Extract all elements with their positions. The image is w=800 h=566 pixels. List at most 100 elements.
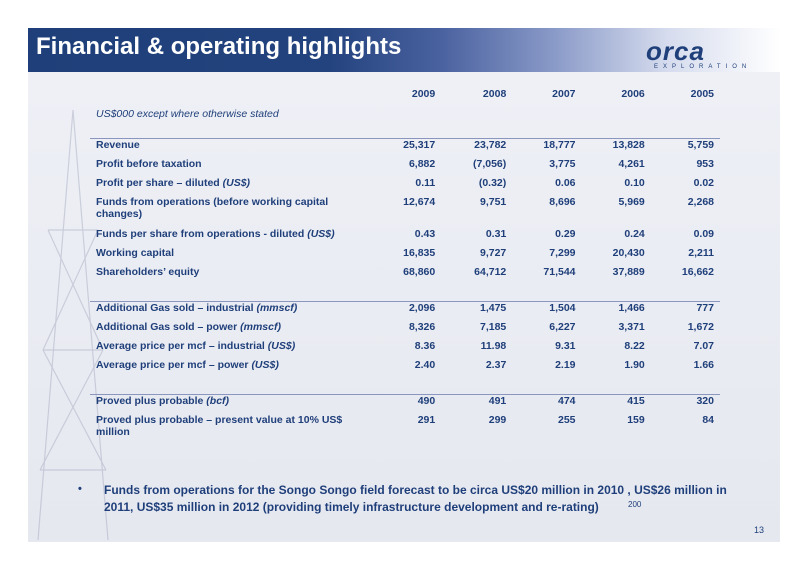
cell-value: 25,317 (372, 138, 442, 158)
cell-value: 777 (650, 301, 720, 321)
cell-value: 8,696 (549, 196, 576, 208)
row-label-text: Additional Gas sold – industrial (96, 302, 257, 314)
cell-value: 0.09 (693, 228, 714, 240)
cell-value: 291 (417, 414, 436, 426)
table-row: Shareholders’ equity 68,860 64,712 71,544 37… (90, 266, 720, 285)
year-header: 2007 (552, 88, 576, 100)
row-unit-note: (US$) (307, 228, 335, 240)
cell-value: 16,662 (681, 266, 714, 278)
table-row: Additional Gas sold – industrial (mmscf)… (90, 301, 720, 321)
cell-value: 3,775 (549, 158, 576, 170)
table-row: Proved plus probable (bcf) 490 491 474 415 32… (90, 394, 720, 414)
cell-value: 415 (581, 394, 651, 414)
cell-value: 2.40 (414, 359, 436, 371)
cell-value: 2,268 (687, 196, 714, 208)
row-label-text: Profit per share – diluted (96, 177, 223, 189)
cell-value: 13,828 (581, 138, 651, 158)
cell-value: 20,430 (612, 247, 645, 259)
cell-value: 474 (512, 394, 582, 414)
cell-value: 7.07 (693, 340, 714, 352)
cell-value: 491 (441, 394, 513, 414)
table-row: Profit before taxation 6,882 (7,056) 3,775 4… (90, 158, 720, 177)
row-label-text: Proved plus probable (96, 395, 207, 407)
cell-value: 0.43 (414, 228, 436, 240)
cell-value: (7,056) (473, 158, 507, 170)
units-note: US$000 except where otherwise stated (96, 108, 279, 120)
row-label-text: Funds from operations (before working ca… (96, 196, 329, 220)
slide-title: Financial & operating highlights (36, 33, 402, 60)
cell-value: 2,211 (688, 247, 714, 259)
row-label: Additional Gas sold – power (mmscf) (90, 321, 372, 340)
title-bar (28, 28, 780, 72)
orca-logo-subtitle: EXPLORATION (654, 64, 752, 70)
cell-value: 84 (702, 414, 714, 426)
cell-value: 71,544 (543, 266, 576, 278)
cell-value: 0.02 (693, 177, 714, 189)
row-label: Revenue (90, 138, 372, 158)
row-label-text: Average price per mcf – industrial (96, 340, 268, 352)
year-header: 2008 (482, 88, 507, 100)
table-row: Funds per share from operations - dilute… (90, 228, 720, 247)
row-label-text: Additional Gas sold – power (96, 321, 241, 333)
cell-value: 255 (557, 414, 576, 426)
cell-value: 8.22 (624, 340, 645, 352)
row-label: Average price per mcf – industrial (US$) (90, 340, 372, 359)
table-row: Funds from operations (before working ca… (90, 196, 720, 228)
cell-value: 0.29 (555, 228, 576, 240)
cell-value: 2.19 (555, 359, 576, 371)
cell-value: 12,674 (403, 196, 436, 208)
table-row: Average price per mcf – industrial (US$)… (90, 340, 720, 359)
cell-value: 1,466 (581, 301, 651, 321)
cell-value: (0.32) (478, 177, 507, 189)
cell-value: 5,759 (650, 138, 720, 158)
row-label-text: Revenue (96, 139, 140, 151)
table-row: Revenue 25,317 23,782 18,777 13,828 5,759 (90, 138, 720, 158)
row-label-text: Profit before taxation (96, 158, 202, 170)
cell-value: 1,475 (441, 301, 513, 321)
cell-value: 5,969 (618, 196, 645, 208)
cell-value: 68,860 (403, 266, 436, 278)
bullet-text: Funds from operations for the Songo Song… (104, 483, 727, 514)
cell-value: 8,326 (408, 321, 436, 333)
table-row: Additional Gas sold – power (mmscf) 8,326… (90, 321, 720, 340)
row-label-text: Proved plus probable – present value at … (96, 414, 343, 438)
cell-value: 18,777 (512, 138, 582, 158)
row-label-text: Average price per mcf – power (96, 359, 252, 371)
cell-value: 9,751 (480, 196, 507, 208)
table-row: Proved plus probable – present value at … (90, 414, 720, 446)
cell-value: 2.37 (485, 359, 507, 371)
orca-logo: orca (646, 36, 705, 66)
table-row: Profit per share – diluted (US$) 0.11 (0.3… (90, 177, 720, 196)
tower-illustration (37, 110, 109, 540)
cell-value: 953 (696, 158, 714, 170)
row-label: Shareholders’ equity (90, 266, 372, 285)
row-unit-note: (US$) (251, 359, 279, 371)
row-label: Proved plus probable (bcf) (90, 394, 372, 414)
row-label: Funds from operations (before working ca… (90, 196, 372, 228)
cell-value: 9.31 (555, 340, 576, 352)
cell-value: 64,712 (474, 266, 507, 278)
cell-value: 0.31 (485, 228, 507, 240)
cell-value: 4,261 (618, 158, 645, 170)
year-header: 2006 (621, 88, 645, 100)
row-label: Additional Gas sold – industrial (mmscf) (90, 301, 372, 321)
row-label: Proved plus probable – present value at … (90, 414, 372, 446)
cell-value: 320 (650, 394, 720, 414)
row-unit-note: (mmscf) (240, 321, 281, 333)
row-unit-note: (US$) (222, 177, 251, 189)
cell-value: 23,782 (441, 138, 513, 158)
cell-value: 159 (627, 414, 645, 426)
year-header: 2005 (690, 88, 714, 100)
row-label-text: Funds per share from operations - dilute… (96, 228, 308, 240)
financial-table: 2009 2008 2007 2006 2005 US$000 except w… (90, 88, 720, 446)
table-row: Average price per mcf – power (US$) 2.40 2… (90, 359, 720, 378)
cell-value: 6,882 (408, 158, 436, 170)
cell-value: 1.90 (624, 359, 645, 371)
row-unit-note: (mmscf) (256, 302, 298, 314)
cell-value: 0.11 (415, 177, 436, 189)
table-body: Revenue 25,317 23,782 18,777 13,828 5,759 Prof… (90, 138, 720, 447)
year-header: 2009 (411, 88, 436, 100)
cell-value: 0.10 (624, 177, 645, 189)
cell-value: 16,835 (403, 247, 436, 259)
cell-value: 2,096 (372, 301, 442, 321)
